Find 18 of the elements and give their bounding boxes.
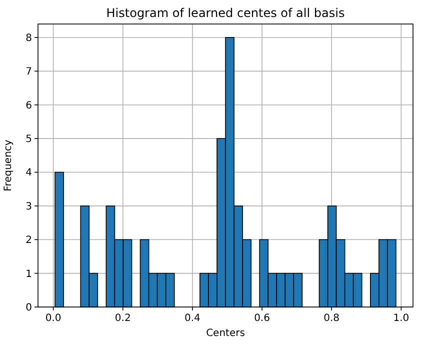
y-tick-label: 6 [26, 100, 32, 112]
y-tick-label: 3 [26, 201, 32, 212]
chart-title: Histogram of learned centes of all basis [106, 6, 345, 20]
x-tick-label: 0.0 [45, 313, 62, 324]
x-tick-label: 0.8 [324, 313, 340, 324]
y-tick-label: 8 [26, 32, 32, 44]
x-tick-label: 0.2 [114, 313, 131, 324]
y-axis-title: Frequency [3, 140, 14, 192]
x-tick-label: 1.0 [393, 313, 410, 324]
x-tick-label: 0.4 [184, 313, 200, 324]
x-axis-title: Centers [206, 328, 245, 339]
y-tick-label: 0 [26, 302, 32, 314]
y-tick-label: 5 [26, 134, 32, 146]
x-tick-label: 0.6 [254, 313, 270, 324]
y-tick-label: 1 [26, 268, 32, 280]
y-tick-label: 2 [26, 235, 32, 246]
y-tick-label: 7 [26, 66, 32, 78]
y-tick-label: 4 [26, 168, 32, 179]
